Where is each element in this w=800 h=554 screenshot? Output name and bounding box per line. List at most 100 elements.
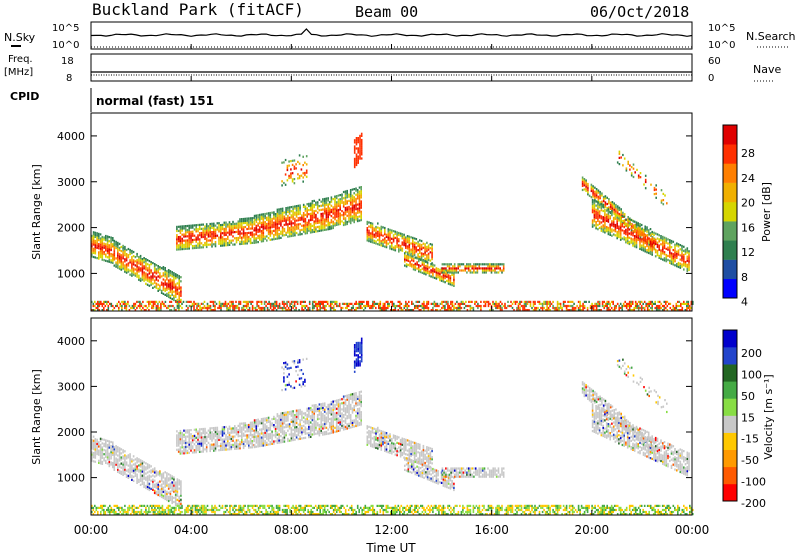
power-echo-cell — [142, 306, 144, 310]
power-echo-cell — [158, 306, 161, 310]
power-echo-cell — [388, 302, 391, 305]
power-echo-cell — [658, 304, 661, 308]
power-echo-cell — [587, 193, 589, 196]
power-echo-cell — [322, 227, 324, 230]
velocity-echo-cell — [167, 479, 170, 482]
power-echo-cell — [450, 300, 452, 303]
power-echo-cell — [341, 199, 343, 202]
power-echo-cell — [302, 304, 305, 308]
power-echo-cell — [195, 246, 197, 249]
power-echo-cell — [207, 239, 210, 242]
velocity-echo-cell — [177, 444, 180, 447]
power-echo-cell — [131, 266, 133, 269]
power-echo-cell — [344, 306, 347, 310]
power-echo-cell — [670, 242, 673, 245]
velocity-echo-cell — [190, 443, 192, 446]
velocity-echo-cell — [125, 473, 128, 476]
power-echo-cell — [628, 228, 631, 231]
velocity-echo-cell — [197, 440, 199, 443]
power-echo-cell — [426, 306, 428, 310]
power-echo-cell — [281, 161, 283, 164]
power-echo-cell — [178, 304, 180, 308]
power-echo-cell — [188, 224, 190, 227]
power-echo-cell — [612, 309, 614, 312]
power-echo-cell — [607, 212, 610, 215]
power-echo-cell — [675, 302, 678, 305]
power-echo-cell — [621, 309, 623, 312]
power-echo-cell — [284, 173, 287, 176]
power-echo-cell — [157, 265, 159, 268]
velocity-echo-cell — [99, 437, 102, 440]
power-echo-cell — [232, 304, 234, 308]
power-echo-cell — [328, 207, 331, 210]
velocity-echo-cell — [127, 456, 130, 459]
power-echo-cell — [105, 249, 107, 252]
power-echo-cell — [326, 300, 329, 303]
power-echo-cell — [653, 248, 655, 251]
velocity-echo-cell — [153, 467, 156, 470]
power-echo-cell — [160, 291, 163, 294]
velocity-echo-cell — [96, 444, 98, 447]
power-echo-cell — [420, 256, 423, 259]
power-echo-cell — [424, 253, 426, 256]
power-echo-cell — [221, 304, 224, 308]
power-echo-cell — [225, 238, 227, 241]
power-echo-cell — [658, 256, 660, 259]
power-echo-cell — [328, 304, 330, 308]
power-echo-cell — [191, 304, 194, 308]
power-echo-cell — [423, 262, 425, 265]
power-echo-cell — [306, 221, 308, 224]
power-echo-cell — [420, 252, 423, 255]
power-echo-cell — [290, 230, 293, 233]
power-echo-cell — [181, 233, 183, 236]
power-echo-cell — [173, 290, 175, 293]
power-echo-cell — [656, 233, 659, 236]
power-echo-cell — [635, 235, 638, 238]
power-echo-cell — [290, 302, 293, 305]
power-echo-cell — [690, 302, 693, 305]
power-echo-cell — [450, 271, 452, 274]
velocity-echo-cell — [129, 455, 131, 458]
power-echo-cell — [429, 243, 432, 246]
power-echo-cell — [325, 207, 328, 210]
power-echo-cell — [497, 263, 500, 266]
power-echo-cell — [571, 300, 574, 303]
power-echo-cell — [553, 309, 556, 312]
power-echo-cell — [355, 206, 357, 209]
power-echo-cell — [283, 161, 285, 164]
power-echo-cell — [485, 269, 487, 272]
power-echo-cell — [618, 208, 621, 211]
velocity-echo-cell — [198, 450, 201, 453]
power-echo-cell — [448, 309, 451, 312]
power-echo-cell — [574, 309, 577, 312]
power-echo-cell — [398, 248, 400, 251]
power-echo-cell — [568, 300, 571, 303]
power-echo-cell — [138, 258, 140, 261]
power-echo-cell — [264, 212, 266, 216]
power-echo-cell — [597, 203, 599, 206]
power-echo-cell — [181, 241, 183, 244]
power-echo-cell — [318, 221, 321, 224]
power-echo-cell — [198, 232, 201, 235]
power-echo-cell — [406, 237, 409, 240]
power-echo-cell — [450, 267, 452, 270]
velocity-echo-cell — [200, 434, 203, 437]
power-echo-cell — [235, 304, 237, 308]
power-echo-cell — [650, 183, 652, 186]
power-echo-cell — [597, 197, 600, 200]
power-echo-cell — [674, 249, 676, 252]
power-echo-cell — [204, 229, 206, 232]
power-echo-cell — [498, 302, 500, 305]
power-echo-cell — [616, 222, 618, 225]
power-echo-cell — [334, 309, 336, 312]
power-echo-cell — [371, 230, 374, 234]
power-echo-cell — [249, 223, 252, 226]
power-echo-cell — [320, 300, 323, 303]
velocity-echo-cell — [162, 488, 165, 491]
power-echo-cell — [150, 277, 152, 280]
power-echo-cell — [447, 302, 449, 305]
power-echo-cell — [642, 249, 645, 252]
velocity-echo-cell — [113, 462, 116, 465]
power-echo-cell — [476, 269, 479, 272]
power-echo-cell — [604, 205, 607, 208]
